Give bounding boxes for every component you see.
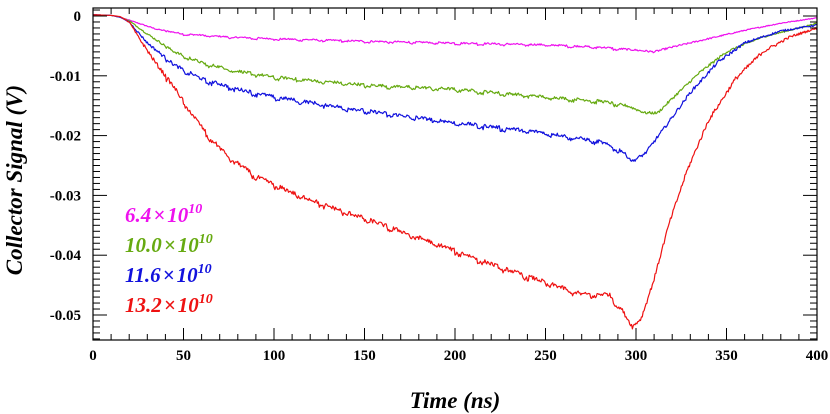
legend-times-sign: × xyxy=(153,203,165,227)
x-tick-label: 300 xyxy=(625,348,648,364)
series-line-11.6 xyxy=(93,14,817,162)
legend-times-sign: × xyxy=(164,293,176,317)
y-axis-title: Collector Signal (V) xyxy=(2,85,27,275)
legend-times-sign: × xyxy=(164,233,176,257)
legend-exponent: 10 xyxy=(188,202,202,217)
legend-mantissa: 10.0 xyxy=(125,233,162,257)
legend-exponent: 10 xyxy=(199,232,213,247)
y-tick-label: -0.05 xyxy=(50,308,81,324)
x-tick-label: 50 xyxy=(176,348,191,364)
legend-mantissa: 13.2 xyxy=(125,293,162,317)
axes: 0 50 100 150 200 250 300 350 400 0 -0.01 -0.02 -0.03… xyxy=(50,7,829,364)
plot-frame xyxy=(92,7,818,341)
series-line-10.0 xyxy=(93,14,818,115)
x-tick-label: 150 xyxy=(353,348,376,364)
y-tick-label: -0.02 xyxy=(50,129,81,145)
x-tick-label: 100 xyxy=(263,348,286,364)
legend-base: 10 xyxy=(178,233,200,257)
y-tick-label: 0 xyxy=(74,9,82,25)
legend-times-sign: × xyxy=(163,263,175,287)
legend-mantissa: 6.4 xyxy=(125,203,151,227)
legend-entry-11.6: 11.6×1010 xyxy=(125,262,212,287)
legend-base: 10 xyxy=(167,203,189,227)
legend-entry-10.0: 10.0×1010 xyxy=(125,232,213,257)
x-axis-title: Time (ns) xyxy=(410,388,501,413)
y-tick-label: -0.03 xyxy=(50,188,81,204)
series-line-6.4 xyxy=(93,14,818,54)
legend-base: 10 xyxy=(177,263,199,287)
x-tick-label: 200 xyxy=(444,348,467,364)
x-tick-label: 0 xyxy=(89,348,97,364)
legend-entry-6.4: 6.4×1010 xyxy=(125,202,202,227)
series-line-13.2 xyxy=(93,14,818,330)
x-tick-label: 400 xyxy=(806,348,829,364)
y-tick-label: -0.01 xyxy=(50,69,81,85)
legend-mantissa: 11.6 xyxy=(125,263,161,287)
x-tick-label: 350 xyxy=(715,348,738,364)
x-tick-label: 250 xyxy=(534,348,557,364)
y-tick-label: -0.04 xyxy=(50,248,82,264)
legend-exponent: 10 xyxy=(198,262,212,277)
legend-base: 10 xyxy=(178,293,200,317)
legend-exponent: 10 xyxy=(199,292,213,307)
plot-area xyxy=(93,14,818,330)
legend-entry-13.2: 13.2×1010 xyxy=(125,292,213,317)
